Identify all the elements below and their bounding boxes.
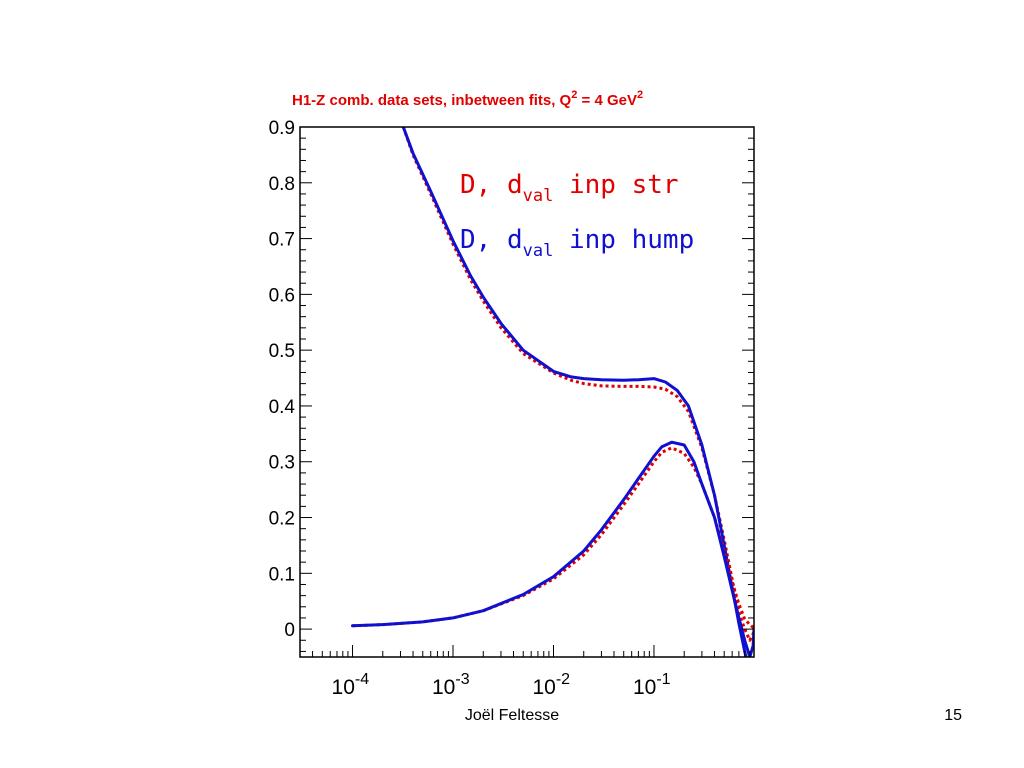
footer-page-number: 15 [944,707,962,724]
x-axis: 10-4 10-3 10-2 10-1 [299,645,751,699]
chart-title-sup2: 2 [637,89,643,101]
legend-str-sub: val [523,186,554,206]
legend: D, dval inp str D, dval inp hump [460,170,694,261]
series-line-2 [401,127,748,657]
series-line-4 [351,440,754,657]
y-tick-label: 0.6 [269,285,295,306]
legend-entry-hump: D, dval inp hump [460,225,694,261]
legend-hump-sub: val [523,241,554,261]
y-tick-label: 0.4 [269,397,296,418]
x-tick-base: 10 [633,676,656,699]
y-tick-label: 0.7 [269,230,295,251]
x-tick-label: 10-3 [432,671,470,699]
y-tick-label: 0.1 [269,564,295,585]
x-tick-base: 10 [432,676,455,699]
series-line-3 [352,446,754,630]
chart-title-main: H1-Z comb. data sets, inbetween fits, Q [292,92,572,109]
plot-frame [299,126,755,658]
x-tick-exponent: -4 [355,671,369,688]
legend-hump-text2: inp hump [553,225,694,255]
legend-entry-str: D, dval inp str [460,170,679,206]
chart-title-mid: = 4 GeV [577,92,637,109]
x-tick-exponent: -1 [656,671,670,688]
chart-title-sup1: 2 [571,89,577,101]
x-tick-label: 10-1 [633,671,671,699]
x-tick-base: 10 [332,676,355,699]
x-tick-label: 10-4 [332,671,370,699]
chart-title: H1-Z comb. data sets, inbetween fits, Q2… [292,89,643,109]
footer-author: Joël Feltesse [464,707,560,724]
x-tick-exponent: -2 [556,671,570,688]
series-layer [351,127,754,657]
x-tick-label: 10-2 [532,671,570,699]
y-tick-label: 0.2 [269,509,295,530]
y-tick-label: 0 [284,620,295,641]
y-tick-label: 0.3 [269,453,295,474]
legend-str-text2: inp str [553,170,678,200]
plot-area: 00.10.20.30.40.50.60.70.80.9 10-4 10-3 10-… [269,118,755,699]
y-tick-label: 0.5 [269,341,295,362]
x-tick-exponent: -3 [455,671,469,688]
legend-hump-text1: D, d [460,225,523,255]
y-axis: 0 0.1 0.2 0.3 0.4 0.5 0.6 0.7 0.8 0.9 [269,118,754,652]
y-tick-label: 0.9 [269,118,295,139]
legend-str-text1: D, d [460,170,523,200]
x-tick-base: 10 [532,676,555,699]
series-line-1 [401,127,754,642]
y-tick-label: 0.8 [269,174,295,195]
